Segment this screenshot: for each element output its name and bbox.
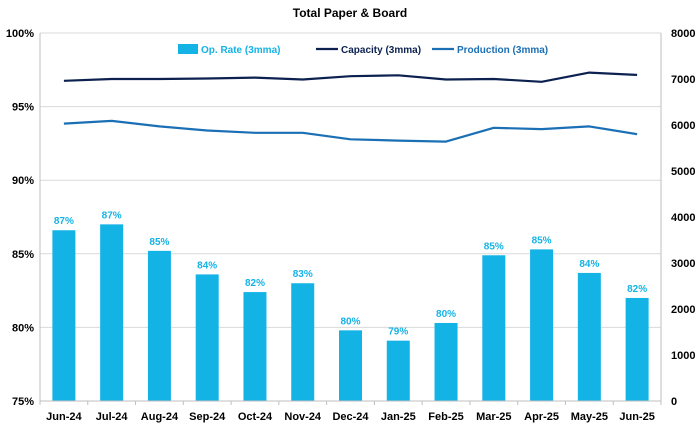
bar bbox=[434, 322, 458, 401]
bar bbox=[386, 340, 410, 401]
left-axis-tick: 85% bbox=[12, 249, 34, 261]
data-label: 85% bbox=[484, 241, 504, 252]
x-axis-tick: Mar-25 bbox=[476, 411, 511, 423]
legend-label: Production (3mma) bbox=[457, 45, 548, 56]
x-axis-tick: Apr-25 bbox=[524, 411, 559, 423]
right-axis-tick: 4000 bbox=[671, 212, 695, 224]
bar bbox=[147, 250, 171, 401]
bar bbox=[52, 230, 76, 401]
right-axis-tick: 8000 bbox=[671, 28, 695, 40]
bar bbox=[577, 272, 601, 401]
axes: 75% 80% 85% 90% 95% 100% 0 1000 2000 3000 4000 5000… bbox=[6, 28, 696, 423]
data-label: 84% bbox=[579, 259, 599, 270]
x-axis-tick: Dec-24 bbox=[332, 411, 369, 423]
right-axis-tick: 5000 bbox=[671, 166, 695, 178]
x-axis-tick: Sep-24 bbox=[189, 411, 226, 423]
bar bbox=[530, 249, 554, 401]
x-axis-tick: May-25 bbox=[571, 411, 608, 423]
right-axis-tick: 3000 bbox=[671, 258, 695, 270]
x-axis-tick: Aug-24 bbox=[141, 411, 179, 423]
x-axis-tick: Jan-25 bbox=[381, 411, 416, 423]
data-label: 79% bbox=[388, 327, 408, 338]
left-axis-tick: 90% bbox=[12, 175, 34, 187]
x-axis-tick: Jun-24 bbox=[46, 411, 82, 423]
bar bbox=[100, 224, 124, 401]
data-label: 82% bbox=[245, 278, 265, 289]
bar bbox=[243, 292, 267, 401]
legend-swatch bbox=[178, 44, 198, 54]
left-axis-tick: 100% bbox=[6, 28, 34, 40]
x-axis-tick: Oct-24 bbox=[238, 411, 273, 423]
line-series bbox=[63, 71, 638, 143]
data-labels: 87% 87% 85% 84% 82% 83% 80% 79% 80% 85% 85% 84% 82% bbox=[54, 210, 647, 337]
right-axis-tick: 7000 bbox=[671, 74, 695, 86]
data-label: 87% bbox=[102, 210, 122, 221]
chart-title: Total Paper & Board bbox=[293, 6, 407, 20]
line-production-mma- bbox=[63, 119, 638, 143]
x-axis-tick: Feb-25 bbox=[428, 411, 463, 423]
data-label: 85% bbox=[532, 235, 552, 246]
left-axis-tick: 80% bbox=[12, 322, 34, 334]
data-label: 85% bbox=[149, 237, 169, 248]
legend-label: Op. Rate (3mma) bbox=[201, 45, 280, 56]
data-label: 80% bbox=[436, 309, 456, 320]
right-axis-tick: 2000 bbox=[671, 304, 695, 316]
bar bbox=[195, 274, 219, 401]
right-axis-tick: 6000 bbox=[671, 120, 695, 132]
data-label: 82% bbox=[627, 284, 647, 295]
data-label: 87% bbox=[54, 216, 74, 227]
data-label: 83% bbox=[293, 269, 313, 280]
x-axis-tick: Nov-24 bbox=[284, 411, 322, 423]
bar bbox=[291, 283, 315, 401]
x-axis-tick: Jun-25 bbox=[619, 411, 654, 423]
bar-series bbox=[52, 224, 649, 401]
bar bbox=[339, 330, 362, 401]
x-axis-tick: Jul-24 bbox=[96, 411, 129, 423]
line-capacity-mma- bbox=[63, 71, 638, 83]
legend-label: Capacity (3mma) bbox=[341, 45, 421, 56]
left-axis-tick: 75% bbox=[12, 396, 34, 408]
data-label: 80% bbox=[340, 316, 360, 327]
legend: Op. Rate (3mma) Capacity (3mma) Production… bbox=[178, 44, 548, 56]
bar bbox=[482, 255, 506, 401]
right-axis-tick: 0 bbox=[671, 396, 677, 408]
left-axis-tick: 95% bbox=[12, 102, 34, 114]
gridlines bbox=[40, 32, 661, 328]
bar bbox=[625, 297, 649, 401]
data-label: 84% bbox=[197, 260, 217, 271]
right-axis-tick: 1000 bbox=[671, 350, 695, 362]
